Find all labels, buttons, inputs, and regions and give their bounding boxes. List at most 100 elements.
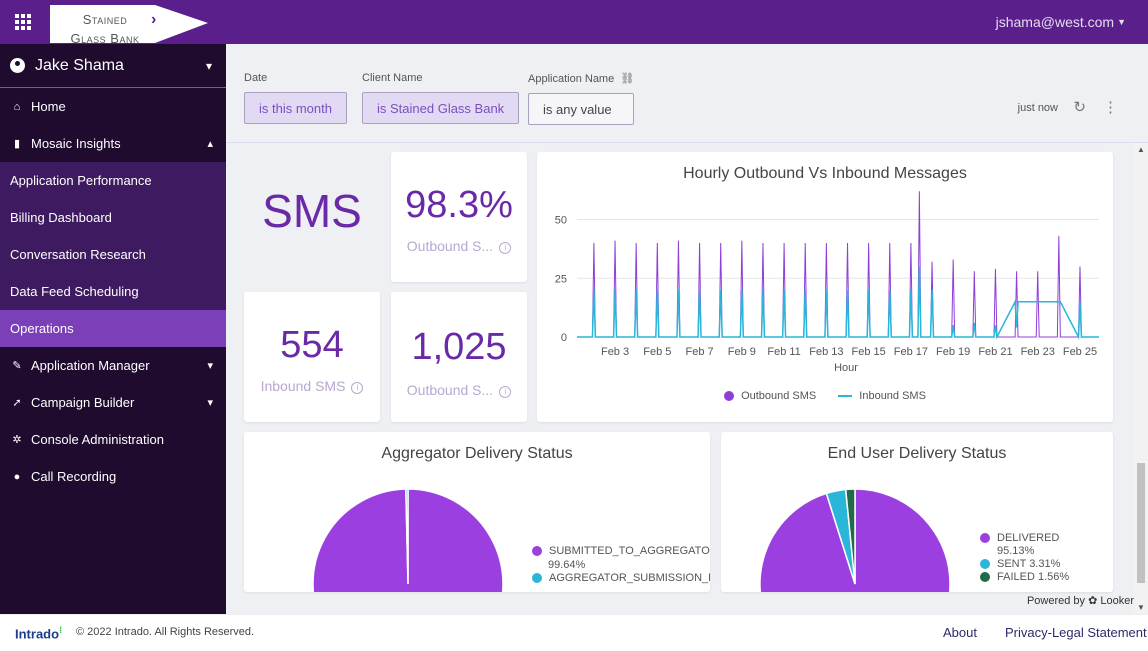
sidebar: Jake Shama ▾ ⌂ Home ▮ Mosaic Insights ▴ … — [0, 44, 226, 614]
scrollbar-thumb[interactable] — [1137, 463, 1145, 583]
privacy-link[interactable]: Privacy-Legal Statement — [1005, 625, 1147, 640]
chevron-up-icon: ▴ — [207, 138, 213, 150]
chevron-down-icon: ▾ — [207, 397, 213, 409]
y-tick-label: 0 — [561, 332, 567, 344]
legend-submission-fail[interactable]: AGGREGATOR_SUBMISSION_FAIL — [532, 572, 710, 584]
pie-slice-failed[interactable] — [844, 488, 856, 585]
x-tick-label: Feb 19 — [936, 346, 970, 358]
sidebar-item-label: Mosaic Insights — [31, 136, 121, 151]
legend-pct: 95.13% — [997, 545, 1035, 557]
app-filter-value[interactable]: is any value — [528, 93, 635, 125]
client-filter-value[interactable]: is Stained Glass Bank — [362, 92, 520, 124]
sidebar-user-name: Jake Shama — [35, 56, 124, 74]
legend-failed[interactable]: FAILED 1.56% — [980, 571, 1069, 583]
pie-slice-delivered[interactable] — [759, 488, 951, 592]
sidebar-item-call-recording[interactable]: ● Call Recording — [0, 458, 226, 495]
kpi-inbound-count: 554 — [280, 324, 344, 366]
kpi-channel: SMS — [262, 185, 362, 237]
app-filter-label-row: Application Name ⛓ — [528, 72, 634, 85]
sidebar-item-billing-dashboard[interactable]: Billing Dashboard — [0, 199, 226, 236]
sidebar-item-application-manager[interactable]: ✎ Application Manager ▾ — [0, 347, 226, 384]
chevron-down-icon: ▾ — [207, 360, 213, 372]
legend-outbound[interactable]: Outbound SMS — [724, 390, 816, 402]
user-email: jshama@west.com — [995, 14, 1115, 30]
legend-delivered[interactable]: DELIVERED — [980, 532, 1069, 544]
intrado-logo[interactable]: Intrado⁞ — [15, 625, 62, 641]
sidebar-item-mosaic-insights[interactable]: ▮ Mosaic Insights ▴ — [0, 125, 226, 162]
kpi-outbound-count-card: 1,025 Outbound S... i — [391, 292, 527, 422]
kpi-inbound-card: 554 Inbound SMS i — [244, 292, 380, 422]
sidebar-item-campaign-builder[interactable]: ➚ Campaign Builder ▾ — [0, 384, 226, 421]
legend-dot — [532, 573, 542, 583]
legend-dot — [532, 546, 542, 556]
aggregator-legend: SUBMITTED_TO_AGGREGATOR 99.64% AGGREGATO… — [532, 545, 710, 584]
aggregator-chart-title: Aggregator Delivery Status — [381, 445, 573, 462]
x-tick-label: Feb 5 — [643, 346, 671, 358]
sidebar-item-application-performance[interactable]: Application Performance — [0, 162, 226, 199]
x-tick-label: Feb 15 — [852, 346, 886, 358]
legend-inbound[interactable]: Inbound SMS — [838, 390, 926, 402]
app-grid-button[interactable] — [0, 0, 46, 44]
legend-pct: 99.64% — [548, 559, 586, 571]
scrollbar[interactable]: ▲ ▼ — [1134, 143, 1148, 614]
legend-dot — [980, 533, 990, 543]
legend-dot — [980, 559, 990, 569]
bar-chart-icon: ▮ — [13, 138, 21, 150]
legend-label: AGGREGATOR_SUBMISSION_FAIL — [549, 572, 710, 584]
kpi-outbound-count: 1,025 — [411, 326, 507, 368]
kpi-outbound-pct-card: 98.3% Outbound S... i — [391, 152, 527, 282]
chevron-down-icon: ▾ — [205, 58, 212, 73]
hourly-chart: 0 25 50 Feb 3 Feb 5 Feb 7 Feb 9 Feb 11 Feb 13 Feb… — [555, 191, 1099, 374]
sidebar-item-label: Call Recording — [31, 469, 117, 484]
brand-banner-shape — [50, 5, 208, 43]
info-icon[interactable]: i — [499, 242, 512, 254]
client-filter: Client Name is Stained Glass Bank — [362, 72, 520, 124]
chevron-right-icon: › — [151, 11, 157, 28]
date-filter-value[interactable]: is this month — [244, 92, 347, 124]
kpi-channel-card: SMS — [244, 152, 380, 282]
scroll-up-icon[interactable]: ▲ — [1137, 145, 1145, 154]
enduser-chart-title: End User Delivery Status — [827, 445, 1007, 462]
user-menu[interactable]: jshama@west.com ▼ — [996, 14, 1126, 30]
logo-mark-icon: ⁞ — [59, 625, 63, 635]
sidebar-item-operations[interactable]: Operations — [0, 310, 226, 347]
y-tick-label: 25 — [555, 273, 567, 285]
more-options-icon[interactable]: ⋮ — [1103, 99, 1118, 116]
x-tick-label: Feb 3 — [601, 346, 629, 358]
x-tick-label: Feb 7 — [686, 346, 714, 358]
sidebar-item-data-feed-scheduling[interactable]: Data Feed Scheduling — [0, 273, 226, 310]
inbound-series-line — [577, 266, 1099, 340]
powered-by-looker[interactable]: Powered by ✿ Looker — [1026, 595, 1134, 607]
caret-down-icon: ▼ — [1117, 17, 1126, 27]
kpi-inbound-label: Inbound SMS i — [254, 378, 370, 394]
aggregator-pie — [312, 488, 504, 592]
scroll-down-icon[interactable]: ▼ — [1137, 603, 1145, 612]
kpi-label-text: Inbound SMS — [260, 378, 346, 394]
link-icon[interactable]: ⛓ — [620, 73, 635, 85]
info-icon[interactable]: i — [499, 386, 512, 398]
brand-selector[interactable]: Stained Glass Bank › — [50, 5, 210, 46]
sidebar-item-label: Data Feed Scheduling — [10, 284, 139, 299]
y-tick-label: 50 — [555, 215, 567, 227]
info-icon[interactable]: i — [351, 382, 364, 394]
sidebar-item-console-administration[interactable]: ✲ Console Administration — [0, 421, 226, 458]
legend-label: DELIVERED — [997, 532, 1060, 544]
kpi-outbound-count-label: Outbound S... i — [401, 382, 517, 398]
about-link[interactable]: About — [943, 625, 977, 640]
legend-submitted[interactable]: SUBMITTED_TO_AGGREGATOR — [532, 545, 710, 557]
sidebar-item-label: Campaign Builder — [31, 395, 135, 410]
pie-slice-aggregator-submission-fail[interactable] — [405, 488, 409, 585]
home-icon: ⌂ — [13, 100, 21, 113]
top-bar: Stained Glass Bank › jshama@west.com ▼ — [0, 0, 1148, 46]
legend-dot-outbound — [724, 391, 735, 401]
sidebar-item-label: Operations — [10, 321, 74, 336]
hourly-chart-title: Hourly Outbound Vs Inbound Messages — [683, 165, 967, 182]
sidebar-item-home[interactable]: ⌂ Home — [0, 88, 226, 125]
legend-sent[interactable]: SENT 3.31% — [980, 558, 1069, 570]
refresh-icon[interactable]: ↻ — [1073, 99, 1086, 116]
pie-slice-submitted-to-aggregator[interactable] — [312, 488, 504, 592]
footer: Intrado⁞ © 2022 Intrado. All Rights Rese… — [0, 614, 1148, 651]
kpi-outbound-pct-label: Outbound S... i — [401, 238, 517, 254]
sidebar-item-conversation-research[interactable]: Conversation Research — [0, 236, 226, 273]
sidebar-user[interactable]: Jake Shama ▾ — [0, 44, 226, 88]
